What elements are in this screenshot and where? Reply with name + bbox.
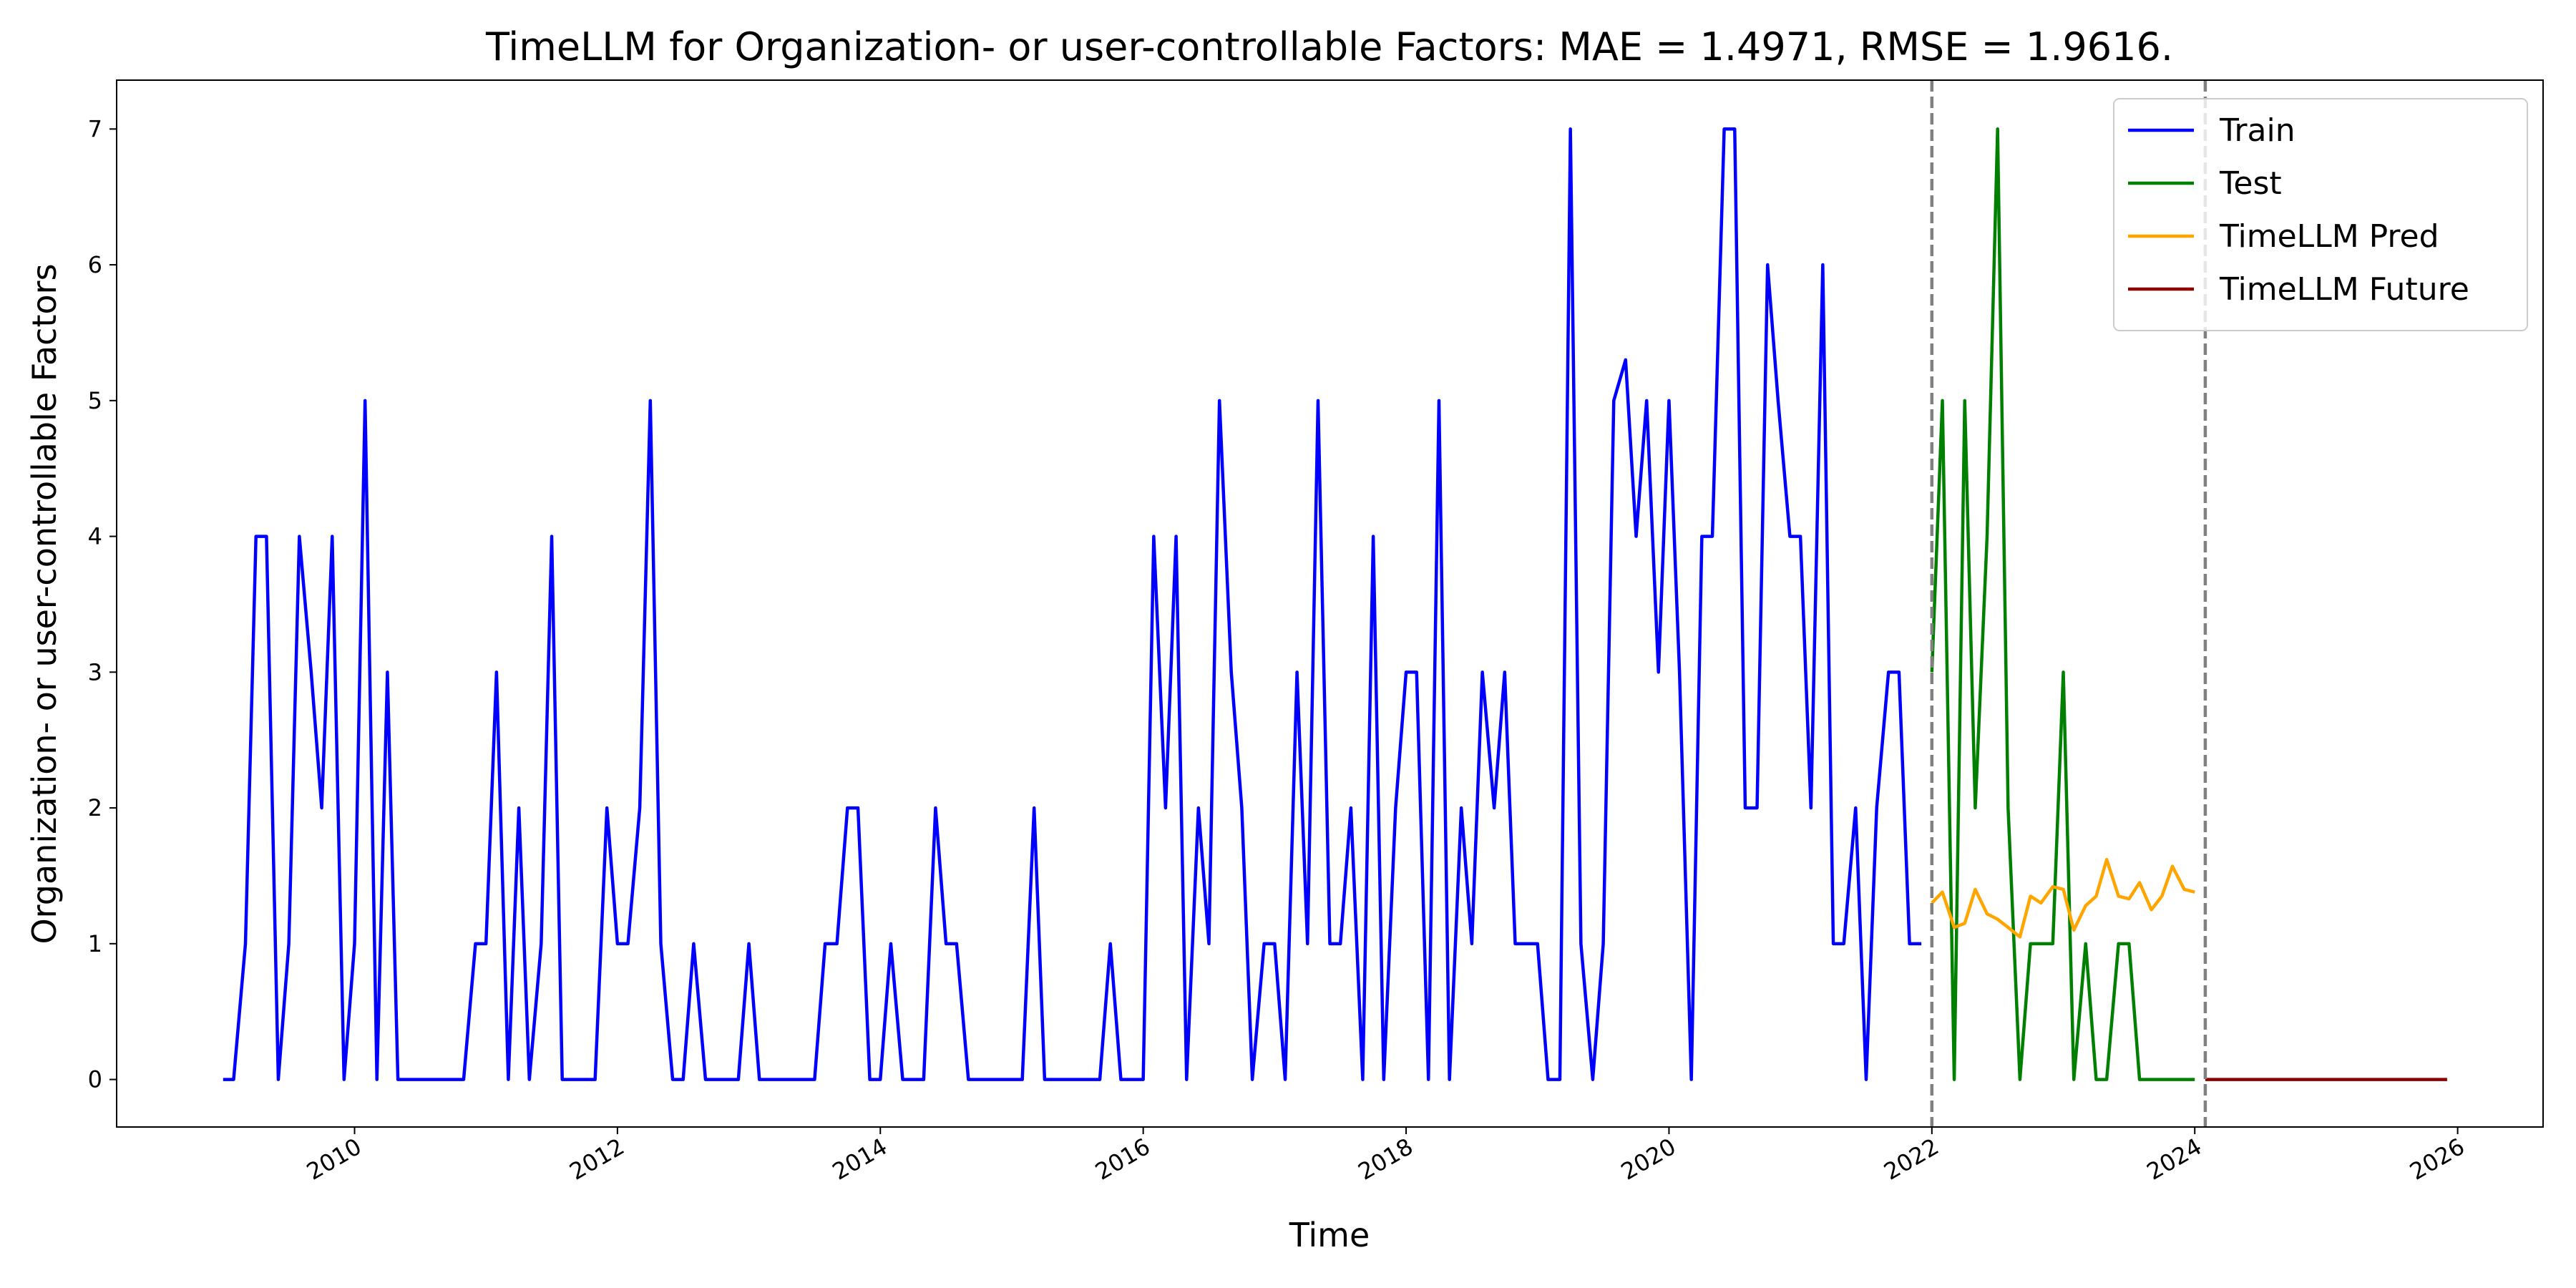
legend-box [2113,98,2528,331]
legend-label: Test [2219,165,2282,202]
series-line [1930,127,2195,1081]
y-tick-label: 0 [88,1066,102,1093]
y-tick-label: 5 [88,387,102,414]
x-axis-label: Time [1289,1216,1370,1254]
series-line [1931,857,2195,939]
y-tick-label: 6 [88,251,102,278]
series-line [223,127,1922,1081]
chart-title: TimeLLM for Organization- or user-contro… [485,24,2173,69]
y-tick-label: 3 [88,658,102,686]
y-tick-label: 7 [88,115,102,142]
legend-label: TimeLLM Pred [2219,218,2439,255]
y-axis-label: Organization- or user-controllable Facto… [25,263,64,944]
legend-label: Train [2219,112,2296,149]
plot-frame [116,79,2544,1128]
y-tick-label: 4 [88,523,102,550]
legend: Train Test TimeLLM Pred TimeLLM Future [2113,98,2528,331]
legend-label: TimeLLM Future [2219,271,2469,308]
y-tick-label: 1 [88,930,102,957]
y-tick-label: 2 [88,794,102,821]
